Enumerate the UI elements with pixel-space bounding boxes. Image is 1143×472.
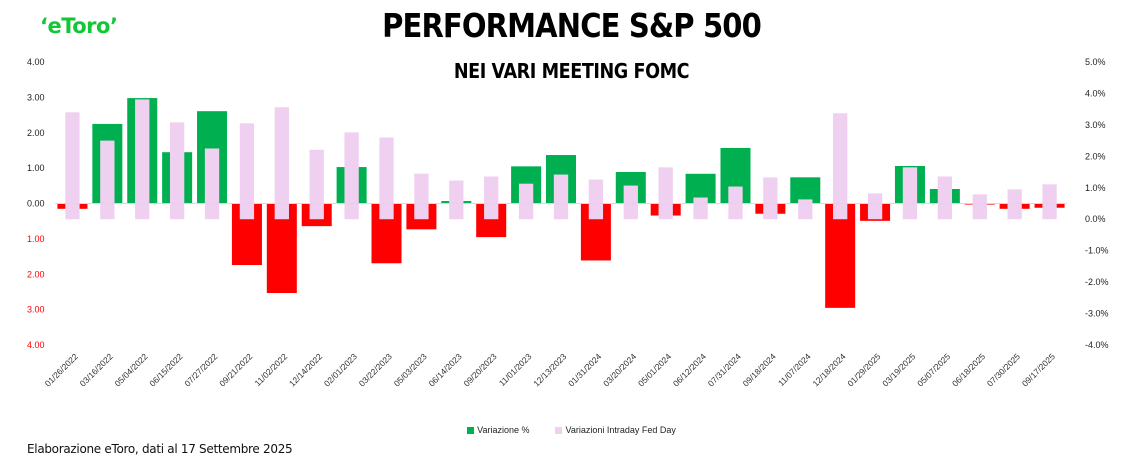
x-axis-tick-label: 06/18/2025 bbox=[950, 351, 987, 388]
bar-intraday bbox=[693, 197, 708, 220]
x-axis-tick-label: 06/14/2023 bbox=[427, 351, 464, 388]
right-axis-tick-label: 0.0% bbox=[1085, 214, 1106, 224]
bar-intraday bbox=[867, 193, 883, 220]
chart-subtitle: NEI VARI MEETING FOMC bbox=[453, 59, 690, 83]
left-axis-tick-label: 3.00 bbox=[27, 305, 45, 315]
bar-intraday bbox=[379, 137, 394, 220]
bar-intraday bbox=[100, 140, 115, 220]
bar-intraday bbox=[902, 167, 918, 220]
legend-label: Variazione % bbox=[477, 425, 530, 435]
left-axis-tick-label: 0.00 bbox=[27, 199, 45, 209]
right-axis-tick-label: -1.0% bbox=[1085, 246, 1109, 256]
bar-intraday bbox=[937, 176, 953, 220]
bar-intraday bbox=[274, 107, 289, 220]
bar-intraday bbox=[344, 132, 359, 220]
x-axis-tick-label: 09/20/2023 bbox=[461, 351, 498, 388]
bar-intraday bbox=[728, 186, 743, 220]
x-axis-tick-label: 06/12/2024 bbox=[671, 351, 708, 388]
bar-intraday bbox=[484, 176, 499, 220]
legend-item-variazione: Variazione % bbox=[467, 425, 529, 435]
bar-intraday bbox=[553, 174, 569, 220]
legend: Variazione % Variazioni Intraday Fed Day bbox=[0, 425, 1143, 435]
bar-variazione bbox=[825, 203, 856, 308]
x-axis-tick-label: 02/01/2023 bbox=[322, 351, 359, 388]
chart-canvas: 4.00 3.00 2.00 1.00 0.00 1.00 2.00 3.00 4.00 5.0%… bbox=[27, 57, 1109, 388]
bar-intraday bbox=[798, 199, 813, 220]
bar-intraday bbox=[833, 113, 848, 220]
bar-intraday bbox=[169, 122, 185, 220]
bar-intraday bbox=[449, 180, 464, 220]
source-note: Elaborazione eToro, dati al 17 Settembre… bbox=[27, 442, 293, 456]
x-axis-tick-label: 09/21/2022 bbox=[217, 351, 254, 388]
bar-intraday bbox=[135, 99, 150, 220]
bar-intraday bbox=[588, 179, 604, 220]
bar-intraday bbox=[1007, 189, 1022, 220]
bar-intraday bbox=[309, 149, 324, 220]
right-axis-tick-label: 4.0% bbox=[1085, 88, 1106, 98]
left-axis-tick-label: 1.00 bbox=[27, 163, 45, 173]
x-axis-tick-label: 05/01/2024 bbox=[636, 351, 673, 388]
right-axis-tick-label: 3.0% bbox=[1085, 120, 1106, 130]
x-axis-tick-label: 05/07/2025 bbox=[915, 351, 952, 388]
right-axis-tick-label: -2.0% bbox=[1085, 277, 1109, 287]
x-axis-tick-label: 05/03/2023 bbox=[392, 351, 429, 388]
legend-label: Variazioni Intraday Fed Day bbox=[565, 425, 676, 435]
right-axis-tick-label: 2.0% bbox=[1085, 151, 1106, 161]
x-axis-tick-label: 03/20/2024 bbox=[601, 351, 638, 388]
x-axis-tick-label: 11/02/2022 bbox=[253, 351, 290, 388]
legend-swatch-pink bbox=[555, 426, 563, 434]
x-axis-tick-label: 12/13/2023 bbox=[531, 351, 568, 388]
x-axis-tick-label: 03/22/2023 bbox=[357, 351, 394, 388]
x-axis-tick-label: 09/17/2025 bbox=[1020, 351, 1057, 388]
left-axis-tick-label: 2.00 bbox=[27, 269, 45, 279]
x-axis-tick-label: 12/14/2022 bbox=[287, 351, 324, 388]
bar-intraday bbox=[763, 177, 778, 220]
x-axis-tick-label: 11/07/2024 bbox=[776, 351, 813, 388]
bar-intraday bbox=[1042, 184, 1057, 220]
legend-swatch-green bbox=[467, 426, 475, 434]
right-axis-tick-label: 5.0% bbox=[1085, 57, 1106, 67]
x-axis-tick-label: 01/26/2022 bbox=[43, 351, 80, 388]
left-axis-tick-label: 4.00 bbox=[27, 57, 45, 67]
right-axis-tick-label: -4.0% bbox=[1085, 340, 1109, 350]
bar-intraday bbox=[972, 194, 987, 220]
left-axis-tick-label: 3.00 bbox=[27, 92, 45, 102]
etoro-logo: ‘eToro’ bbox=[40, 14, 118, 38]
bar-variazione bbox=[790, 177, 821, 204]
bar-intraday bbox=[65, 112, 80, 220]
bar-intraday bbox=[414, 173, 429, 220]
x-axis-tick-label: 01/31/2024 bbox=[566, 351, 603, 388]
bar-intraday bbox=[623, 185, 638, 220]
x-axis-tick-label: 03/16/2022 bbox=[78, 351, 115, 388]
x-axis-tick-label: 12/18/2024 bbox=[810, 351, 847, 388]
x-axis-tick-label: 01/29/2025 bbox=[845, 351, 882, 388]
right-axis-tick-label: 1.0% bbox=[1085, 183, 1106, 193]
left-axis-tick-label: 1.00 bbox=[27, 234, 45, 244]
legend-item-intraday: Variazioni Intraday Fed Day bbox=[555, 425, 676, 435]
bar-intraday bbox=[239, 123, 255, 220]
bar-intraday bbox=[518, 183, 534, 220]
bar-intraday bbox=[204, 148, 220, 220]
x-axis-tick-label: 11/01/2023 bbox=[497, 351, 534, 388]
x-axis-tick-label: 07/31/2024 bbox=[706, 351, 743, 388]
x-axis-tick-label: 09/18/2024 bbox=[741, 351, 778, 388]
left-axis-tick-label: 4.00 bbox=[27, 340, 45, 350]
left-axis-tick-label: 2.00 bbox=[27, 128, 45, 138]
x-axis-tick-label: 05/04/2022 bbox=[112, 351, 149, 388]
x-axis-tick-label: 03/19/2025 bbox=[880, 351, 917, 388]
x-axis-tick-label: 07/30/2025 bbox=[985, 351, 1022, 388]
x-axis-tick-label: 07/27/2022 bbox=[182, 351, 219, 388]
right-axis-tick-label: -3.0% bbox=[1085, 309, 1109, 319]
x-axis-tick-label: 06/15/2022 bbox=[147, 351, 184, 388]
bar-intraday bbox=[658, 167, 673, 220]
chart-title: PERFORMANCE S&P 500 bbox=[382, 6, 762, 45]
